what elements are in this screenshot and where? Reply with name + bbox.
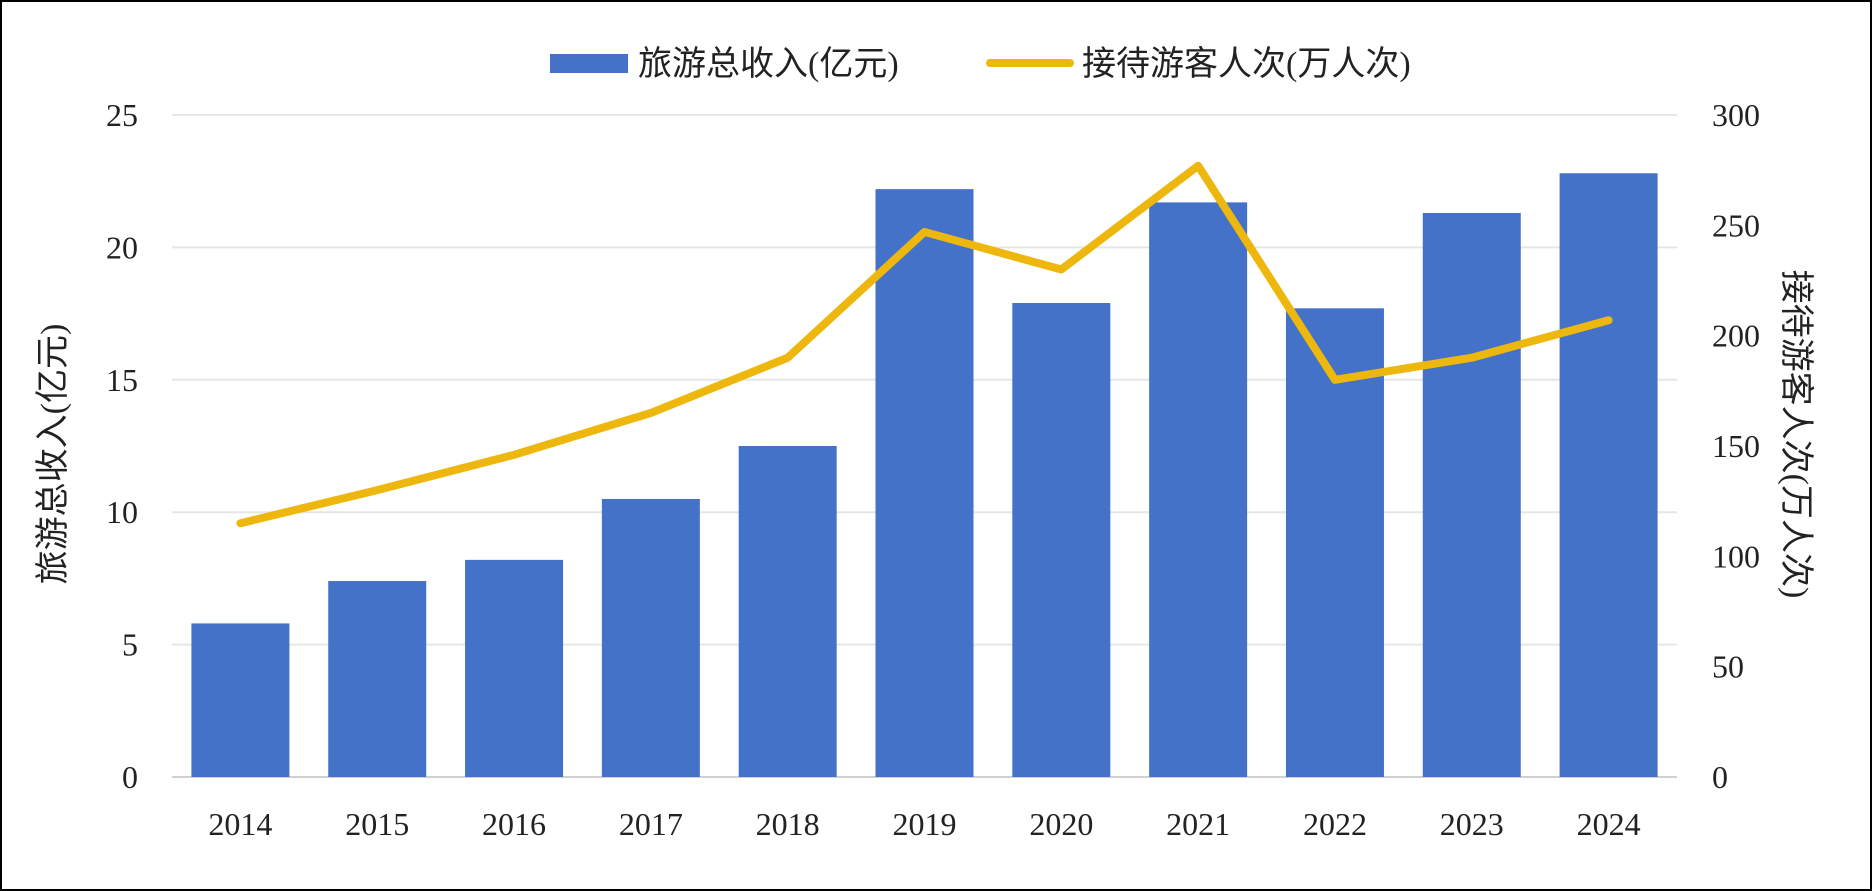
bar-2015 xyxy=(328,581,427,777)
right-axis-title: 接待游客人次(万人次) xyxy=(1777,270,1815,599)
bar-2024 xyxy=(1559,173,1658,778)
bar-2017 xyxy=(601,498,700,777)
left-axis-title: 旅游总收入(亿元) xyxy=(34,324,72,585)
bar-2022 xyxy=(1285,308,1384,777)
line-point-2018 xyxy=(787,357,789,359)
line-point-2017 xyxy=(650,412,652,414)
left-axis-tick-label: 15 xyxy=(106,362,138,398)
right-axis-tick-label: 100 xyxy=(1712,538,1760,574)
line-point-2023 xyxy=(1471,357,1473,359)
bar-series xyxy=(191,173,1658,778)
bar-2021 xyxy=(1149,202,1248,777)
bar-2014 xyxy=(191,623,290,777)
line-series xyxy=(236,161,1613,528)
line-point-2019 xyxy=(924,231,925,233)
line-point-2021 xyxy=(1197,165,1199,167)
bar-2019 xyxy=(875,189,974,778)
right-axis-tick-label: 150 xyxy=(1712,428,1760,464)
x-axis-tick-label: 2016 xyxy=(482,806,546,842)
legend-bar-swatch xyxy=(550,54,628,73)
left-axis-tick-label: 25 xyxy=(106,97,138,133)
left-axis-tick-label: 20 xyxy=(106,229,138,265)
x-axis-tick-label: 2020 xyxy=(1029,806,1093,842)
x-axis-tick-label: 2014 xyxy=(208,806,272,842)
right-axis-tick-label: 300 xyxy=(1712,97,1760,133)
bar-2023 xyxy=(1422,212,1521,777)
legend: 旅游总收入(亿元) 接待游客人次(万人次) xyxy=(550,45,1411,83)
line-point-2022 xyxy=(1334,379,1336,381)
x-axis-tick-label: 2024 xyxy=(1577,806,1641,842)
x-axis-tick-label: 2015 xyxy=(345,806,409,842)
bar-2016 xyxy=(465,559,564,777)
right-axis-tick-label: 50 xyxy=(1712,649,1744,685)
x-axis-tick-label: 2023 xyxy=(1440,806,1504,842)
line-point-2020 xyxy=(1060,268,1062,270)
x-axis-tick-label: 2018 xyxy=(756,806,820,842)
line-point-2016 xyxy=(513,454,515,456)
legend-line-label: 接待游客人次(万人次) xyxy=(1082,45,1411,83)
left-axis-ticks: 0 5 10 15 20 25 xyxy=(106,97,138,795)
x-axis-tick-label: 2021 xyxy=(1166,806,1230,842)
line-point-2015 xyxy=(376,489,378,491)
x-axis-ticks: 2014 2015 2016 2017 2018 2019 2020 2021 2022 2023… xyxy=(208,806,1640,842)
legend-bar-label: 旅游总收入(亿元) xyxy=(638,45,899,83)
x-axis-tick-label: 2022 xyxy=(1303,806,1367,842)
line-point-2014 xyxy=(239,522,241,524)
right-axis-ticks: 0 50 100 150 200 250 300 xyxy=(1712,97,1760,795)
bar-2020 xyxy=(1012,303,1111,777)
left-axis-tick-label: 0 xyxy=(122,759,138,795)
x-axis-tick-label: 2019 xyxy=(893,806,957,842)
right-axis-tick-label: 200 xyxy=(1712,318,1760,354)
left-axis-tick-label: 10 xyxy=(106,494,138,530)
line-point-2024 xyxy=(1608,319,1610,321)
x-axis-tick-label: 2017 xyxy=(619,806,683,842)
bar-2018 xyxy=(738,446,837,777)
right-axis-tick-label: 0 xyxy=(1712,759,1728,795)
left-axis-tick-label: 5 xyxy=(122,627,138,663)
right-axis-tick-label: 250 xyxy=(1712,207,1760,243)
